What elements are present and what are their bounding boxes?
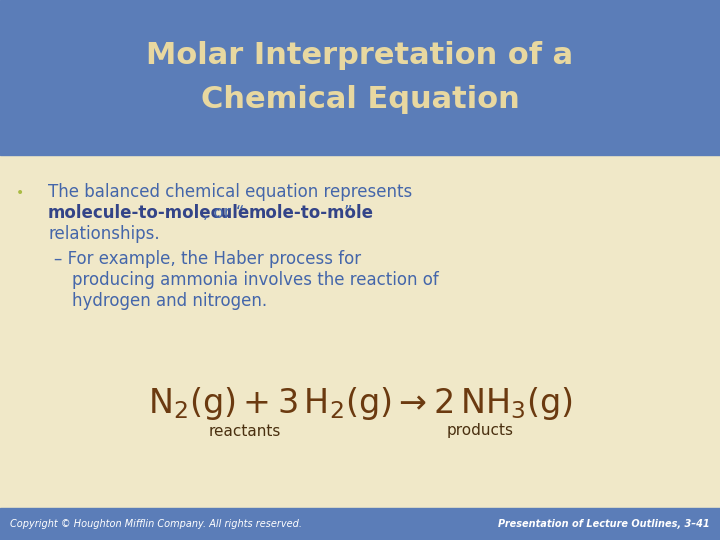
Text: – For example, the Haber process for: – For example, the Haber process for: [54, 250, 361, 268]
Text: Molar Interpretation of a: Molar Interpretation of a: [146, 41, 574, 70]
Text: Presentation of Lecture Outlines, 3–41: Presentation of Lecture Outlines, 3–41: [498, 519, 710, 529]
Text: •: •: [16, 186, 24, 200]
Bar: [0, 0, 720, 155]
Text: relationships.: relationships.: [48, 225, 160, 243]
Text: $\mathrm{N_2(g)+3\,H_2(g)\rightarrow 2\,NH_3(g)}$: $\mathrm{N_2(g)+3\,H_2(g)\rightarrow 2\,…: [148, 384, 572, 422]
Text: ”: ”: [344, 204, 353, 222]
Text: , or “: , or “: [203, 204, 244, 222]
Text: Chemical Equation: Chemical Equation: [201, 85, 519, 114]
Text: Copyright © Houghton Mifflin Company. All rights reserved.: Copyright © Houghton Mifflin Company. Al…: [10, 519, 302, 529]
Text: The balanced chemical equation represents: The balanced chemical equation represent…: [48, 183, 413, 201]
Text: reactants: reactants: [209, 423, 282, 438]
Text: products: products: [446, 423, 513, 438]
Text: producing ammonia involves the reaction of: producing ammonia involves the reaction …: [72, 271, 438, 289]
Bar: [0, 508, 720, 540]
Text: hydrogen and nitrogen.: hydrogen and nitrogen.: [72, 292, 267, 310]
Text: molecule-to-molecule: molecule-to-molecule: [48, 204, 251, 222]
Text: mole-to-mole: mole-to-mole: [249, 204, 374, 222]
